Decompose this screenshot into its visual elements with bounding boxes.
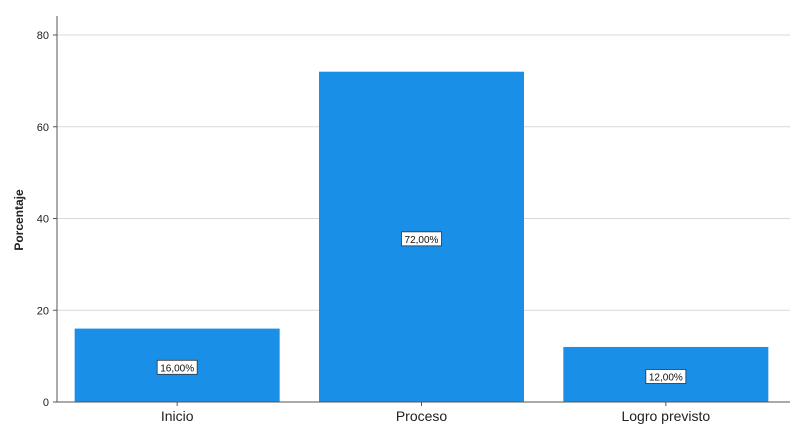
y-tick-label: 80 — [37, 30, 49, 42]
data-labels: 16,00% 72,00% 12,00% — [156, 231, 687, 384]
y-axis-title: Porcentaje — [12, 189, 26, 251]
y-tick-label: 0 — [43, 397, 49, 409]
x-category-label: Inicio — [161, 408, 194, 424]
data-label: 72,00% — [405, 235, 439, 246]
data-label: 16,00% — [160, 363, 194, 374]
y-tick-label: 40 — [37, 214, 49, 226]
data-label-box — [156, 359, 198, 375]
y-axis-ticks: 0 20 40 60 80 — [37, 30, 57, 409]
data-label-box — [401, 231, 442, 247]
y-tick-label: 20 — [37, 305, 49, 317]
data-label: 12,00% — [649, 372, 683, 383]
data-label-box — [645, 369, 687, 384]
x-axis-categories: Inicio Proceso Logro previsto — [161, 402, 710, 424]
y-tick-label: 60 — [37, 122, 49, 134]
x-category-label: Logro previsto — [621, 408, 710, 424]
x-category-label: Proceso — [396, 408, 448, 424]
